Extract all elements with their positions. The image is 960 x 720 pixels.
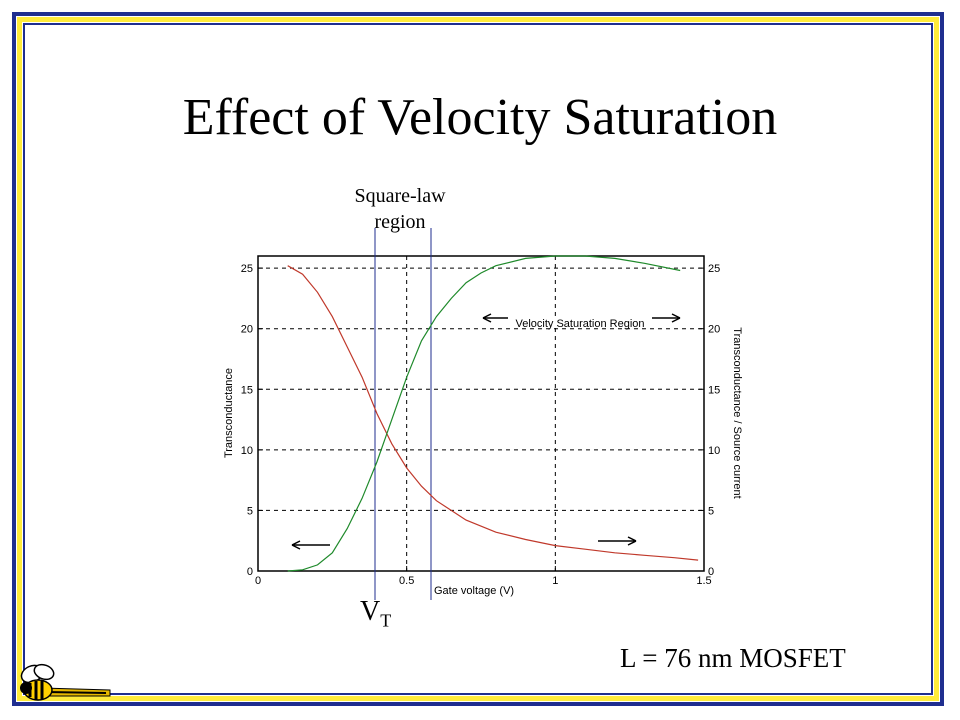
series-line-2 [287,255,681,572]
x-tick-label: 1 [552,575,558,587]
y-tick-label-left: 10 [241,445,253,457]
velocity-saturation-label: Velocity Saturation Region [515,318,644,330]
plot-frame [257,255,705,572]
y-tick-label-left: 15 [241,384,253,396]
vt-subscript: T [380,610,392,631]
left-axis-arrowhead [291,540,301,550]
series-line-1 [287,265,699,561]
x-tick-label: 1.5 [696,575,711,587]
y-tick-label-left: 20 [241,324,253,336]
series-layer [287,255,699,572]
velocity-saturation-label-bg [508,316,652,328]
grid-layer [258,256,704,571]
y-tick-label-left: 25 [241,263,253,275]
y-tick-label-right: 25 [708,263,720,275]
right-axis-arrowhead [627,536,637,546]
y-tick-label-right: 10 [708,445,720,457]
velocity-saturation-arrowheads [482,313,681,323]
y-tick-label-right: 0 [708,566,714,578]
y-tick-label-left: 5 [247,505,253,517]
vt-main: V [360,596,381,627]
y-axis-label-left: Transconductance [223,368,235,458]
y-tick-label-right: 20 [708,324,720,336]
y-tick-label-left: 0 [247,566,253,578]
x-axis-label: Gate voltage (V) [434,585,514,597]
slide-border-yellow [17,17,939,701]
square-law-line-1: Square-law [354,185,446,207]
x-tick-label: 0.5 [399,575,414,587]
square-law-annotation: Square-law region [340,183,460,235]
square-law-line-2: region [374,211,426,233]
y-tick-label-right: 15 [708,384,720,396]
slide-title: Effect of Velocity Saturation [182,89,778,146]
threshold-voltage-label: VT [360,596,391,632]
y-tick-label-right: 5 [708,505,714,517]
x-tick-label: 0 [255,575,261,587]
slide-border-inner [23,23,933,695]
bee-logo-icon [20,663,111,701]
y-axis-label-right: Transconductance / Source current [731,327,743,498]
device-label: L = 76 nm MOSFET [620,643,846,673]
slide-border-outer [12,12,944,706]
